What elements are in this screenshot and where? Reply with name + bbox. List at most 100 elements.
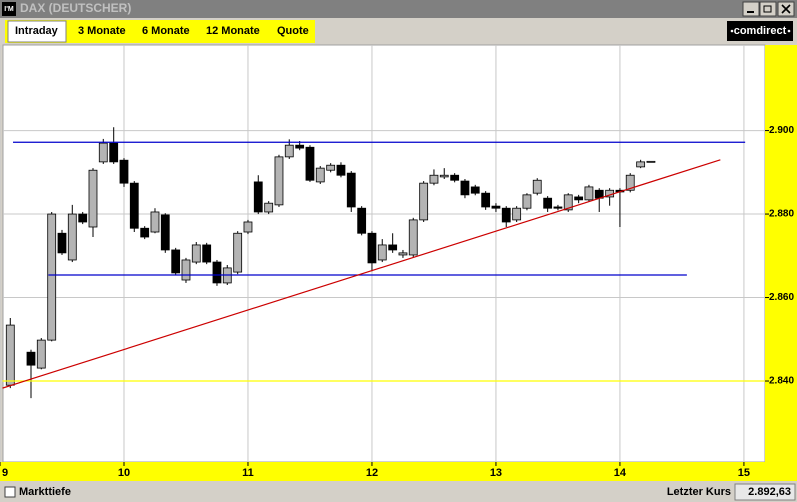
candle-body <box>202 244 212 263</box>
candle-body <box>646 160 656 163</box>
candle-body <box>109 142 119 163</box>
candle-body <box>512 207 522 221</box>
candle-body <box>398 252 408 256</box>
candle-body <box>264 202 274 213</box>
app-icon-text: I'M <box>4 6 14 13</box>
candle-body <box>439 174 449 178</box>
y-tick-label: 2.900 <box>769 125 794 136</box>
candle-body <box>212 261 222 284</box>
y-tick-label: 2.860 <box>769 292 794 303</box>
app-icon <box>2 2 16 16</box>
candle-body <box>253 181 263 213</box>
y-tick-label: 2.880 <box>769 209 794 220</box>
restore-glyph <box>763 5 772 13</box>
last-price-box <box>734 483 796 501</box>
candle-body <box>57 232 67 254</box>
candle-body <box>336 164 346 176</box>
tab[interactable]: Quote <box>277 25 309 37</box>
y-tick-label: 2.840 <box>769 376 794 387</box>
candle-body <box>388 244 398 251</box>
candle-body <box>408 219 418 256</box>
candle-body <box>119 159 129 184</box>
x-tick-label: 12 <box>366 467 378 479</box>
candle-body <box>470 186 480 194</box>
candle-body <box>522 194 532 209</box>
close-glyph <box>781 4 791 14</box>
candle-body <box>429 174 439 184</box>
candle-body <box>326 164 336 171</box>
candle-body <box>67 213 77 261</box>
status-bar <box>0 482 797 502</box>
tab[interactable]: 12 Monate <box>206 25 260 37</box>
drawn-line <box>2 159 721 389</box>
minimize-button[interactable] <box>742 1 760 17</box>
last-price: 2.892,63 <box>748 486 791 498</box>
x-tick-label: 13 <box>490 467 502 479</box>
candle-body <box>36 339 46 369</box>
logo-dot <box>730 29 734 33</box>
x-tick-label: 10 <box>118 467 130 479</box>
restore-button[interactable] <box>759 1 777 17</box>
candle-body <box>5 324 15 386</box>
candle-body <box>377 244 387 261</box>
candle-body <box>491 205 501 209</box>
candle-body <box>357 207 367 234</box>
x-tick-label: 14 <box>614 467 627 479</box>
candle-body <box>160 214 170 251</box>
candle-body <box>501 207 511 223</box>
candle-body <box>553 206 563 209</box>
last-price-label: Letzter Kurs <box>667 486 731 498</box>
chart: 2.840 2.860 2.880 2.900 9 10 11 12 13 14 15 <box>0 45 794 479</box>
candle-body <box>315 167 325 183</box>
window-title: DAX (DEUTSCHER) <box>20 1 131 15</box>
candle-body <box>88 169 98 228</box>
tab[interactable]: 6 Monate <box>142 25 190 37</box>
tab-selected <box>7 20 67 43</box>
candle-body <box>78 213 88 223</box>
logo: comdirect <box>734 25 787 37</box>
candle-body <box>346 172 356 208</box>
candle-body <box>284 144 294 158</box>
logo-box <box>727 21 793 41</box>
candle-body <box>305 146 315 181</box>
markttiefe-button[interactable]: Markttiefe <box>19 486 71 498</box>
candle-body <box>47 213 57 341</box>
candle-body <box>243 221 253 233</box>
candle-body <box>295 144 305 149</box>
x-axis-panel <box>0 462 797 481</box>
window-buttons <box>742 1 795 17</box>
candle-body <box>532 179 542 194</box>
candle-body <box>191 244 201 263</box>
logo-dot <box>787 29 791 33</box>
candle-body <box>574 196 584 201</box>
candle-body <box>636 161 646 168</box>
x-tick-label: 15 <box>738 467 750 479</box>
candle-body <box>26 351 36 366</box>
candle-body <box>171 249 181 274</box>
candle-body <box>460 180 470 196</box>
candle-body <box>563 194 573 211</box>
x-tick-label: 9 <box>2 467 8 479</box>
x-tick-label: 11 <box>242 467 254 479</box>
candle-body <box>584 186 594 201</box>
candle-body <box>98 142 108 163</box>
tab[interactable]: Intraday <box>15 25 59 37</box>
candle-body <box>274 156 284 206</box>
candle-body <box>367 232 377 264</box>
candle-body <box>150 211 160 233</box>
candle-body <box>481 192 491 208</box>
candle-body <box>129 182 139 229</box>
candle-body <box>543 197 553 209</box>
candle-body <box>625 174 635 191</box>
candle-body <box>419 182 429 221</box>
markttiefe-icon[interactable] <box>4 486 16 498</box>
candle-body <box>450 174 460 181</box>
tab[interactable]: 3 Monate <box>78 25 126 37</box>
candle-body <box>140 227 150 238</box>
tabs: Intraday 3 Monate 6 Monate 12 Monate Quote <box>15 25 309 37</box>
candle-body <box>181 259 191 281</box>
candle-body <box>233 232 243 273</box>
y-axis-panel <box>765 45 797 462</box>
